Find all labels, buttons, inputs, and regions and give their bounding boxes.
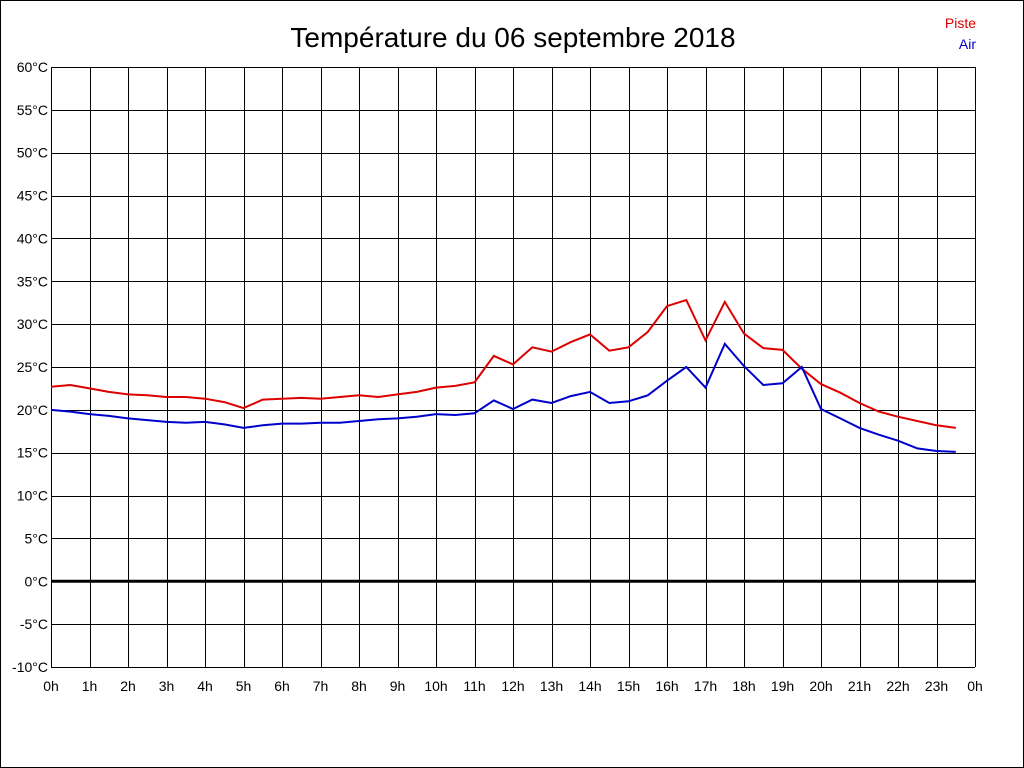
x-tick-label: 15h	[617, 678, 640, 694]
series-line-piste	[50, 298, 956, 429]
x-tick-label: 8h	[351, 678, 367, 694]
x-tick-label: 11h	[463, 678, 485, 694]
y-axis-tick-labels: 60°C 55°C 50°C 45°C 40°C 35°C 30°C 25°C 20°C 15°C…	[12, 59, 48, 675]
x-tick-label: 1h	[82, 678, 98, 694]
grid	[51, 67, 976, 668]
x-axis-tick-labels: 0h 1h 2h 3h 4h 5h 6h 7h 8h 9h 10h 11h 12h 13h 14h 15h 16…	[43, 678, 983, 694]
y-tick-label: 20°C	[17, 402, 48, 418]
x-tick-label: 4h	[197, 678, 213, 694]
x-tick-label: 23h	[925, 678, 948, 694]
y-tick-label: -10°C	[12, 659, 48, 675]
y-tick-label: -5°C	[20, 616, 48, 632]
x-tick-label: 14h	[578, 678, 601, 694]
x-tick-label: 21h	[848, 678, 871, 694]
x-tick-label: 6h	[274, 678, 290, 694]
x-tick-label: 17h	[694, 678, 717, 694]
series-line-air	[50, 342, 956, 453]
y-tick-label: 40°C	[17, 230, 48, 246]
y-tick-label: 15°C	[17, 445, 48, 461]
y-tick-label: 5°C	[25, 530, 49, 546]
x-tick-label: 19h	[771, 678, 794, 694]
x-tick-label: 10h	[424, 678, 447, 694]
x-tick-label: 0h	[967, 678, 983, 694]
x-tick-label: 18h	[732, 678, 755, 694]
series-lines	[50, 298, 956, 453]
x-tick-label: 22h	[886, 678, 909, 694]
x-tick-label: 20h	[809, 678, 832, 694]
x-tick-label: 12h	[501, 678, 524, 694]
x-tick-label: 16h	[655, 678, 678, 694]
x-tick-label: 3h	[159, 678, 175, 694]
y-tick-label: 45°C	[17, 188, 48, 204]
y-tick-label: 60°C	[17, 59, 48, 75]
y-tick-label: 55°C	[17, 102, 48, 118]
legend-entry-piste: Piste	[945, 15, 976, 31]
x-tick-label: 13h	[540, 678, 563, 694]
y-tick-label: 35°C	[17, 273, 48, 289]
x-tick-label: 7h	[313, 678, 329, 694]
y-tick-label: 10°C	[17, 488, 48, 504]
chart-title: Température du 06 septembre 2018	[290, 22, 735, 53]
x-tick-label: 9h	[390, 678, 406, 694]
legend: Piste Air	[945, 15, 976, 52]
y-tick-label: 30°C	[17, 316, 48, 332]
y-tick-label: 25°C	[17, 359, 48, 375]
y-tick-label: 50°C	[17, 145, 48, 161]
legend-entry-air: Air	[959, 36, 976, 52]
y-tick-label: 0°C	[25, 573, 49, 589]
x-tick-label: 5h	[236, 678, 252, 694]
x-tick-label: 0h	[43, 678, 59, 694]
x-tick-label: 2h	[120, 678, 136, 694]
